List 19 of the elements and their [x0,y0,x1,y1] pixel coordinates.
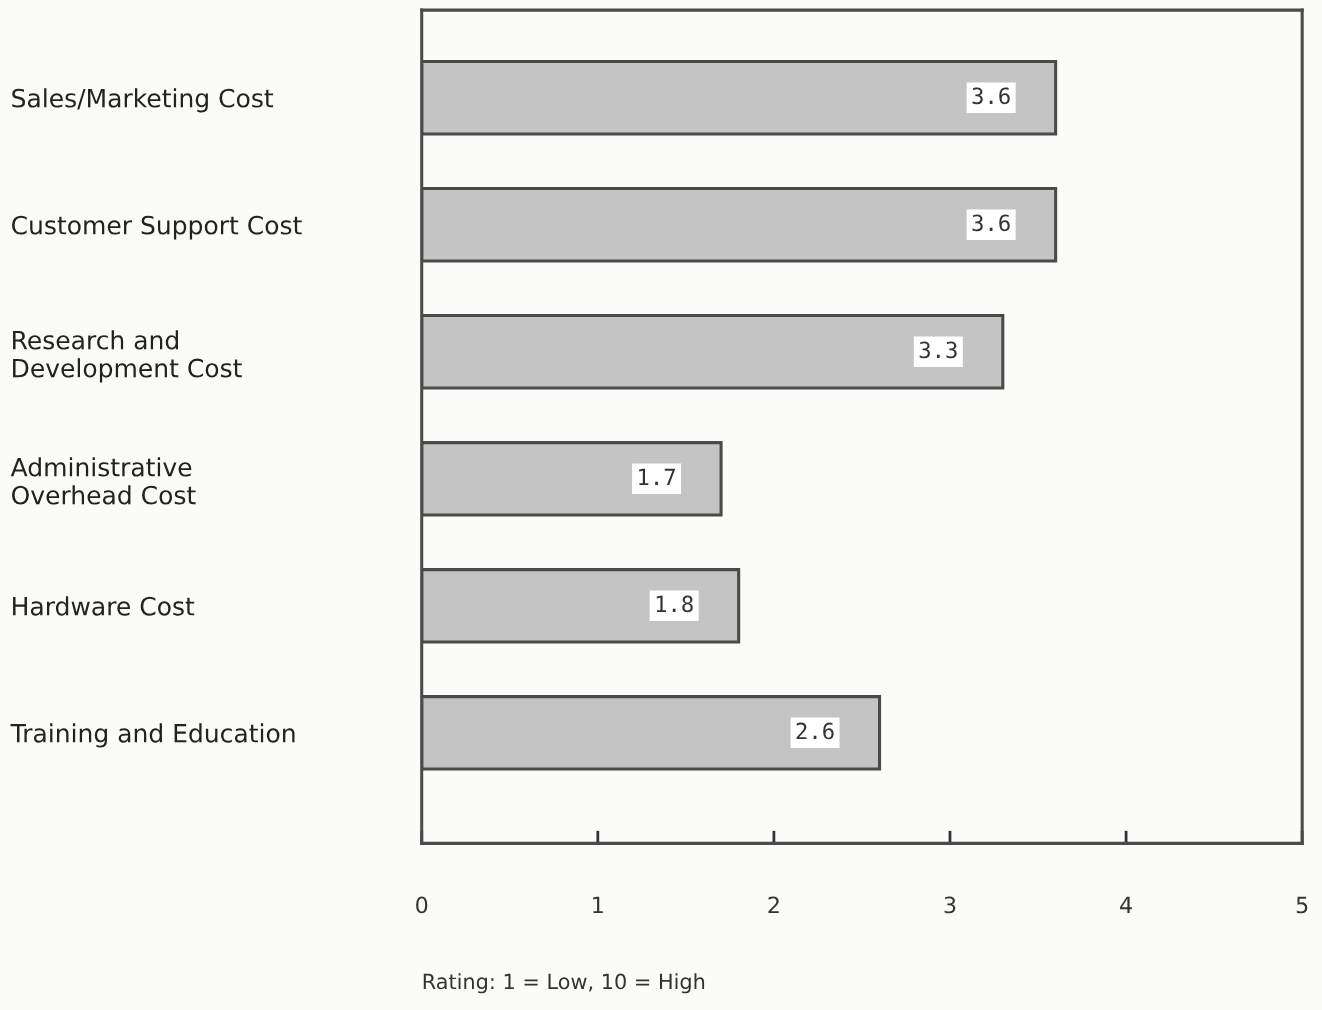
x-tick-label: 3 [944,896,956,914]
y-tick-label: Research and Development Cost [13,330,242,383]
data-label: 1.7 [639,468,675,485]
data-label: 3.3 [919,341,957,359]
x-tick-label: 5 [1296,896,1308,914]
y-tick-label: Administrative Overhead Cost [10,457,196,505]
y-tick-label: Customer Support Cost [12,215,302,240]
x-tick-label: 0 [416,896,428,914]
data-label: 3.6 [972,87,1010,105]
y-tick-label: Sales/Marketing Cost [12,88,274,113]
x-tick-label: 4 [1120,896,1132,914]
y-tick-label: Training and Education [10,723,295,748]
x-tick-label: 2 [768,896,779,914]
x-axis-title: Rating: 1 = Low, 10 = High [423,973,705,994]
data-label: 3.6 [972,214,1010,232]
y-tick-label: Hardware Cost [13,596,195,616]
data-label: 1.8 [656,595,693,613]
data-label: 2.6 [796,722,834,740]
x-tick-label: 1 [593,896,603,914]
